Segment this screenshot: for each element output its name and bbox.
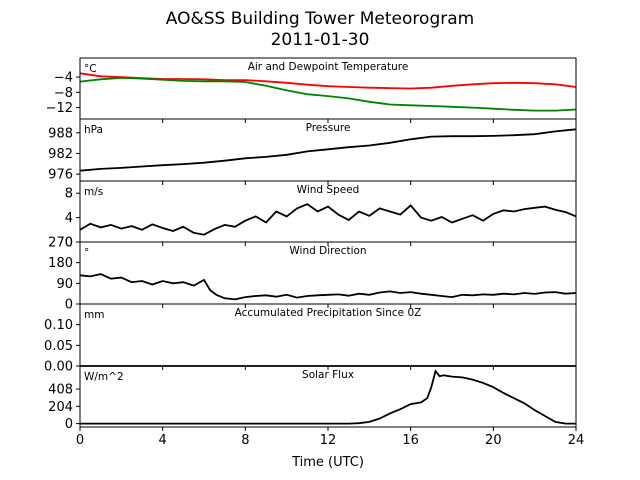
y-tick-label: 90	[56, 277, 73, 292]
x-tick-label: 8	[241, 433, 249, 448]
y-tick-label: 0.10	[44, 318, 73, 333]
series-line-4-1	[79, 273, 577, 301]
panel-1: −12−8−4 °C Air and Dewpoint Temperature	[46, 57, 577, 123]
panel-unit: W/m^2	[84, 371, 124, 383]
y-tick-label: −12	[46, 101, 73, 116]
y-tick-label: 0.00	[44, 360, 73, 375]
y-tick-label: 0.05	[44, 339, 73, 354]
x-tick-label: 0	[76, 433, 84, 448]
y-tick-label: −8	[54, 86, 73, 101]
x-tick-label: 24	[568, 433, 585, 448]
y-tick-label: 4	[65, 211, 73, 226]
panel-title: Wind Direction	[289, 245, 366, 257]
panel-6: 0 204 408 W/m^2 Solar Flux	[48, 365, 577, 432]
panel-unit: hPa	[84, 124, 103, 136]
panel-unit: °	[84, 247, 89, 259]
y-tick-label: 204	[48, 400, 73, 415]
x-axis-label: Time (UTC)	[291, 455, 364, 470]
x-tick-label: 12	[320, 433, 337, 448]
chart-title-line1: AO&SS Building Tower Meteorogram	[166, 9, 474, 29]
x-tick-label: 20	[485, 433, 502, 448]
panel-title: Solar Flux	[302, 369, 354, 381]
panel-unit: °C	[84, 63, 97, 75]
panel-4: 0 90 180 270 ° Wind Direction	[48, 236, 577, 313]
panel-title: Pressure	[306, 122, 351, 134]
panel-title: Air and Dewpoint Temperature	[248, 61, 409, 73]
y-tick-label: 408	[48, 383, 73, 398]
series-line-1-1	[79, 72, 577, 90]
panel-unit: m/s	[84, 186, 103, 198]
y-tick-label: 270	[48, 236, 73, 251]
series-line-3-1	[79, 203, 577, 236]
y-tick-label: 180	[48, 256, 73, 271]
y-tick-label: 982	[48, 147, 73, 162]
panels: −12−8−4 °C Air and Dewpoint Temperature 976…	[44, 57, 577, 432]
panel-title: Accumulated Precipitation Since 0Z	[235, 307, 422, 319]
series-line-2-1	[79, 128, 577, 172]
y-tick-label: 0	[65, 417, 73, 432]
panel-5: 0.00 0.05 0.10 mm Accumulated Precipitation …	[44, 303, 577, 375]
panel-title: Wind Speed	[297, 184, 360, 196]
x-tick-label: 4	[159, 433, 167, 448]
panel-3: 0 4 8 m/s Wind Speed	[65, 180, 577, 251]
y-tick-label: 0	[65, 298, 73, 313]
y-tick-label: 976	[48, 168, 73, 183]
y-tick-label: −4	[54, 71, 73, 86]
y-tick-label: 988	[48, 126, 73, 141]
series-line-1-2	[79, 76, 577, 112]
series-line-6-1	[80, 369, 576, 425]
panel-unit: mm	[84, 309, 104, 321]
y-tick-label: 0	[65, 236, 73, 251]
chart-title-line2: 2011-01-30	[271, 30, 370, 50]
x-axis: 0 4 8 12 16 20 24	[76, 433, 584, 448]
panel-2: 976 982 988 hPa Pressure	[48, 118, 577, 185]
x-tick-label: 16	[402, 433, 419, 448]
y-tick-label: 8	[65, 187, 73, 202]
